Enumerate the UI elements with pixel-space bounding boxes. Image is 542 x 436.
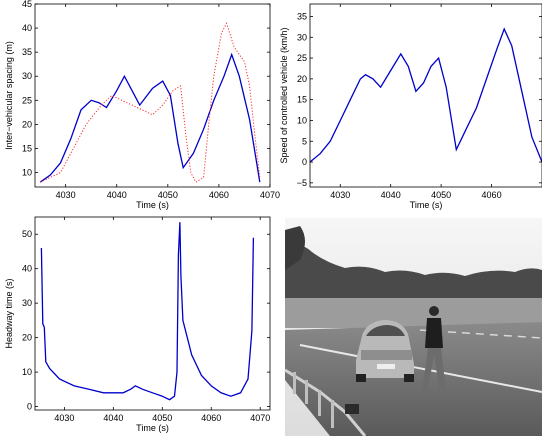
y-tick-label: 10 [22,367,32,377]
spacing-chart: 4030 4040 4050 4060 4070 10 15 20 25 30 35 40 45 Time… [4,0,280,210]
y-tick-label: 0 [27,402,32,412]
y-tick-label: 35 [22,47,32,57]
x-tick-label: 4050 [158,190,178,200]
x-axis-label: Time (s) [136,200,169,210]
y-axis-label: Speed of controlled vehicle (km/h) [279,27,289,163]
y-tick-label: 0 [302,157,307,167]
y-tick-label: 25 [22,95,32,105]
x-tick-label: 4040 [107,190,127,200]
y-tick-label: −5 [297,178,307,188]
y-tick-label: 10 [22,168,32,178]
y-tick-label: 40 [22,23,32,33]
x-tick-label: 4060 [201,413,221,423]
x-tick-label: 4070 [250,413,270,423]
series-line-1 [39,22,261,183]
x-tick-label: 4050 [431,190,451,200]
x-tick-label: 4030 [54,413,74,423]
y-tick-label: 30 [297,32,307,42]
x-tick-label: 4030 [330,190,350,200]
y-tick-label: 45 [22,0,32,9]
y-tick-label: 35 [297,11,307,21]
x-tick-label: 4060 [209,190,229,200]
y-tick-label: 20 [297,74,307,84]
axes-frame [34,216,271,411]
y-tick-label: 50 [22,229,32,239]
y-tick-label: 30 [22,298,32,308]
road-scene-photo [284,218,542,436]
x-tick-label: 4050 [152,413,172,423]
x-axis-label: Time (s) [410,200,443,210]
axes-frame [309,3,542,188]
x-tick-label: 4070 [260,190,280,200]
y-tick-label: 20 [22,119,32,129]
y-tick-label: 5 [302,136,307,146]
y-tick-label: 30 [22,71,32,81]
y-tick-label: 25 [297,53,307,63]
series-line-0 [309,27,542,163]
controlled-car [356,320,414,382]
y-axis-label: Inter−vehicular spacing (m) [4,41,14,150]
series-line-0 [40,222,255,401]
y-tick-label: 20 [22,333,32,343]
x-tick-label: 4040 [103,413,123,423]
y-tick-label: 15 [22,143,32,153]
y-axis-label: Headway time (s) [4,278,14,348]
axes-frame [34,3,271,188]
x-tick-label: 4060 [482,190,502,200]
pedestrian [422,306,446,393]
y-tick-label: 40 [22,264,32,274]
x-tick-label: 4030 [56,190,76,200]
series-line-0 [39,52,261,183]
x-tick-label: 4040 [381,190,401,200]
x-axis-label: Time (s) [136,423,169,433]
y-tick-label: 15 [297,95,307,105]
speed-chart: 4030 4040 4050 4060 −5 0 5 10 15 20 25 30 35 Time (s)… [279,3,542,210]
y-tick-label: 10 [297,115,307,125]
